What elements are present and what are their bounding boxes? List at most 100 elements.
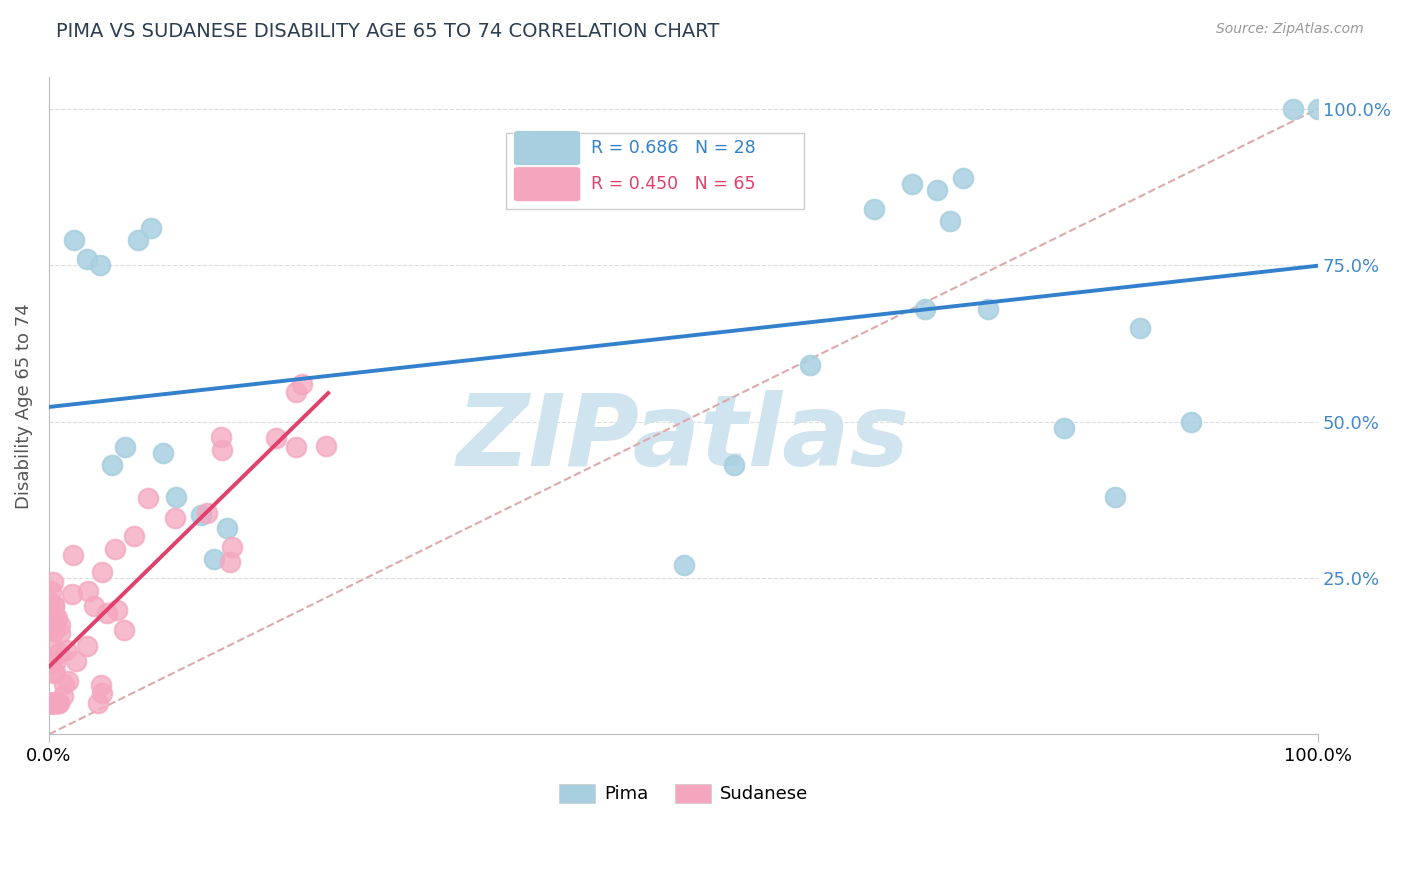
Point xyxy=(927,183,949,197)
Point xyxy=(104,542,127,557)
Point xyxy=(76,252,98,266)
Point xyxy=(127,233,149,247)
Point xyxy=(41,654,63,668)
Point xyxy=(291,377,314,392)
Point xyxy=(45,611,67,625)
Text: R = 0.450   N = 65: R = 0.450 N = 65 xyxy=(591,175,755,193)
Point xyxy=(39,696,62,710)
Point xyxy=(152,446,174,460)
Point xyxy=(44,666,66,681)
Point xyxy=(218,556,240,570)
Point xyxy=(138,491,160,506)
Point xyxy=(44,607,66,622)
Point xyxy=(41,640,63,654)
Point xyxy=(90,686,112,700)
Point xyxy=(1180,415,1202,429)
Point xyxy=(195,506,218,520)
Point xyxy=(952,170,974,185)
Point xyxy=(38,696,60,710)
Point xyxy=(83,599,105,614)
Point xyxy=(46,696,69,710)
Point xyxy=(65,654,87,668)
Point xyxy=(52,689,75,703)
Point xyxy=(49,626,72,640)
Point xyxy=(211,442,233,457)
Point xyxy=(96,607,118,621)
Point xyxy=(39,696,62,710)
Point xyxy=(90,678,112,692)
FancyBboxPatch shape xyxy=(513,167,581,202)
Point xyxy=(55,643,77,657)
Point xyxy=(165,490,187,504)
Point xyxy=(87,696,110,710)
Point xyxy=(48,646,70,660)
Text: PIMA VS SUDANESE DISABILITY AGE 65 TO 74 CORRELATION CHART: PIMA VS SUDANESE DISABILITY AGE 65 TO 74… xyxy=(56,22,720,41)
FancyBboxPatch shape xyxy=(506,133,804,209)
Point xyxy=(44,696,66,710)
Point xyxy=(76,584,98,599)
Point xyxy=(285,385,308,400)
Point xyxy=(215,521,238,535)
Point xyxy=(41,575,63,590)
Point xyxy=(42,696,65,710)
Point xyxy=(62,548,84,562)
Point xyxy=(1104,490,1126,504)
Point xyxy=(44,696,66,710)
Point xyxy=(105,602,128,616)
Point xyxy=(48,696,70,710)
Point xyxy=(939,214,962,228)
Point xyxy=(863,202,886,216)
Point xyxy=(163,510,186,524)
Point xyxy=(914,301,936,316)
Text: Source: ZipAtlas.com: Source: ZipAtlas.com xyxy=(1216,22,1364,37)
Point xyxy=(114,440,136,454)
Point xyxy=(76,640,98,654)
FancyBboxPatch shape xyxy=(513,130,581,165)
Point xyxy=(63,233,86,247)
Point xyxy=(799,358,821,372)
Point xyxy=(977,301,1000,316)
Point xyxy=(284,440,307,454)
Point xyxy=(42,599,65,613)
Point xyxy=(1308,102,1330,116)
Point xyxy=(221,540,243,554)
Point xyxy=(41,696,63,710)
Point xyxy=(44,665,66,679)
Point xyxy=(44,656,66,670)
Point xyxy=(1053,421,1076,435)
Point xyxy=(1129,320,1152,334)
Point xyxy=(46,696,69,710)
Point xyxy=(44,696,66,710)
Point xyxy=(39,696,62,710)
Point xyxy=(264,431,287,445)
Point xyxy=(112,623,135,637)
Text: R = 0.686   N = 28: R = 0.686 N = 28 xyxy=(591,139,755,157)
Point xyxy=(42,624,65,638)
Point xyxy=(42,618,65,632)
Point xyxy=(91,565,114,579)
Point xyxy=(1281,102,1303,116)
Point xyxy=(44,599,66,613)
Point xyxy=(41,583,63,598)
Y-axis label: Disability Age 65 to 74: Disability Age 65 to 74 xyxy=(15,303,32,508)
Point xyxy=(41,620,63,634)
Point xyxy=(101,458,124,473)
Point xyxy=(672,558,695,573)
Point xyxy=(48,618,70,632)
Point xyxy=(38,696,60,710)
Point xyxy=(723,458,745,473)
Point xyxy=(202,552,225,566)
Point xyxy=(53,677,76,691)
Point xyxy=(56,673,79,688)
Point xyxy=(62,587,84,601)
Legend: Pima, Sudanese: Pima, Sudanese xyxy=(551,777,815,811)
Point xyxy=(38,594,60,608)
Point xyxy=(139,220,162,235)
Point xyxy=(41,696,63,710)
Point xyxy=(122,529,145,543)
Point xyxy=(38,604,60,618)
Point xyxy=(190,508,212,523)
Point xyxy=(315,439,337,453)
Point xyxy=(46,696,69,710)
Point xyxy=(901,177,924,191)
